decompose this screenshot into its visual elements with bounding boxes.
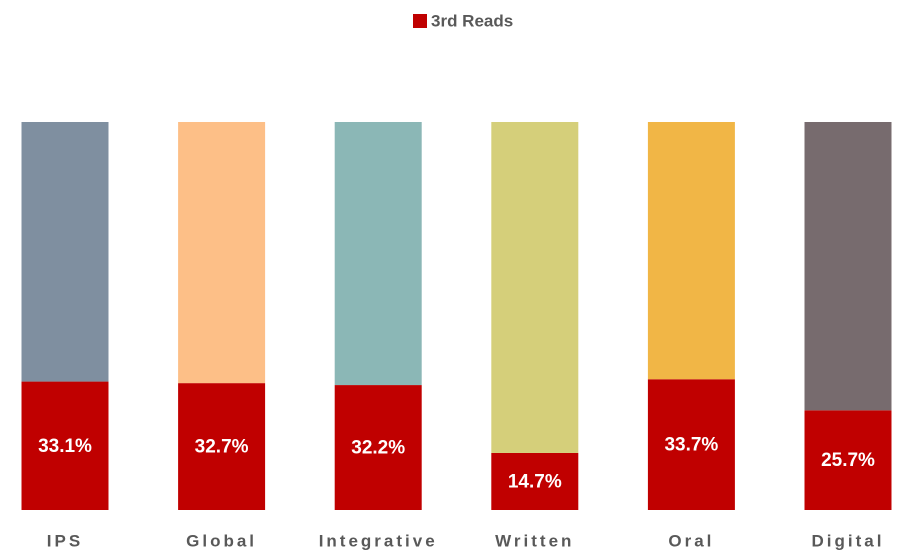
- bar-segment: [334, 385, 422, 510]
- x-tick-label: Written: [495, 531, 574, 550]
- legend-label: 3rd Reads: [431, 11, 513, 30]
- bar-segment: [647, 379, 735, 510]
- value-label: 32.7%: [195, 437, 249, 458]
- legend-swatch: [413, 14, 427, 28]
- bar-segment: [491, 452, 579, 510]
- value-label: 25.7%: [821, 450, 875, 471]
- value-label: 33.1%: [38, 436, 92, 457]
- bar-segment: [491, 122, 579, 453]
- x-tick-label: Digital: [812, 531, 885, 550]
- value-label: 33.7%: [664, 435, 718, 456]
- bar-segment: [178, 383, 266, 510]
- bar-segment: [804, 410, 892, 510]
- x-tick-label: Oral: [668, 531, 714, 550]
- bar-segment: [334, 122, 422, 386]
- x-tick-label: Integrative: [319, 531, 438, 550]
- x-tick-label: IPS: [47, 531, 83, 550]
- bar-segment: [647, 122, 735, 380]
- bar-segment: [804, 122, 892, 411]
- bar-segment: [21, 122, 109, 382]
- value-label: 32.2%: [351, 438, 405, 459]
- value-label: 14.7%: [508, 471, 562, 492]
- x-tick-label: Global: [186, 531, 257, 550]
- bar-segment: [178, 122, 266, 384]
- bar-segment: [21, 381, 109, 510]
